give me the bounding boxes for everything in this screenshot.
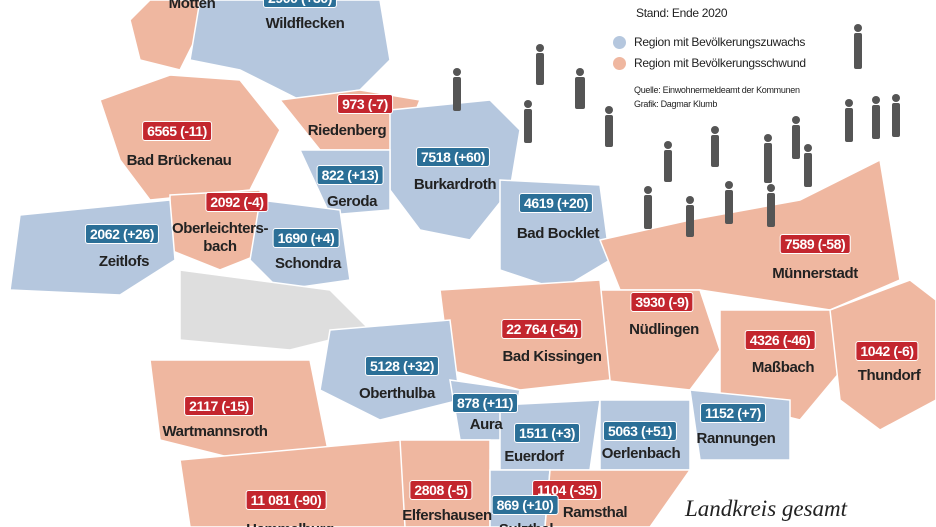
population-badge: 869 (+10) bbox=[491, 495, 559, 515]
region bbox=[689, 389, 791, 461]
region bbox=[179, 439, 411, 527]
region bbox=[598, 158, 901, 311]
population-badge: 7518 (+60) bbox=[415, 147, 491, 167]
place-name: Oberleichters- bach bbox=[171, 220, 269, 255]
population-badge: 822 (+13) bbox=[316, 165, 384, 185]
place-name: Elfershausen bbox=[402, 507, 492, 524]
region bbox=[129, 0, 201, 71]
place-name: Euerdorf bbox=[504, 448, 564, 465]
place-name: Bad Bocklet bbox=[516, 225, 600, 242]
legend-stand: Stand: Ende 2020 bbox=[636, 6, 728, 20]
population-badge: 1042 (-6) bbox=[855, 341, 919, 361]
place-name: Nüdlingen bbox=[629, 321, 699, 338]
place-name: Motten bbox=[168, 0, 216, 12]
region bbox=[9, 199, 176, 296]
population-badge: 1690 (+4) bbox=[272, 228, 340, 248]
population-badge: 2900 (+30) bbox=[262, 0, 338, 8]
place-name: Burkardroth bbox=[413, 176, 497, 193]
legend-swatch bbox=[613, 36, 626, 49]
place-name: Riedenberg bbox=[307, 122, 387, 139]
place-name: Hammelburg bbox=[246, 521, 334, 527]
place-name: Sulzthal bbox=[499, 521, 554, 527]
population-badge: 1511 (+3) bbox=[514, 423, 580, 443]
population-badge: 4326 (-46) bbox=[744, 330, 816, 350]
population-badge: 22 764 (-54) bbox=[501, 319, 583, 339]
population-badge: 2117 (-15) bbox=[184, 396, 254, 416]
population-badge: 6565 (-11) bbox=[142, 121, 212, 141]
place-name: Geroda bbox=[326, 193, 378, 210]
population-badge: 5063 (+51) bbox=[602, 421, 678, 441]
place-name: Oerlenbach bbox=[601, 445, 681, 462]
place-name: Zeitlofs bbox=[98, 253, 150, 270]
place-name: Aura bbox=[469, 416, 503, 433]
credit: Grafik: Dagmar Klumb bbox=[634, 99, 718, 109]
population-badge: 4619 (+20) bbox=[518, 193, 594, 213]
population-badge: 1152 (+7) bbox=[700, 403, 766, 423]
population-badge: 973 (-7) bbox=[337, 94, 393, 114]
population-badge: 2062 (+26) bbox=[84, 224, 160, 244]
people-figures bbox=[453, 24, 900, 237]
legend-label: Region mit Bevölkerungsschwund bbox=[634, 56, 806, 70]
place-name: Oberthulba bbox=[358, 385, 436, 402]
place-name: Bad Brückenau bbox=[126, 152, 232, 169]
legend-label: Region mit Bevölkerungszuwachs bbox=[634, 35, 806, 49]
population-badge: 878 (+11) bbox=[452, 393, 518, 413]
population-badge: 5128 (+32) bbox=[364, 356, 440, 376]
place-name: Rannungen bbox=[696, 430, 776, 447]
place-name: Schondra bbox=[275, 255, 341, 272]
place-name: Wartmannsroth bbox=[162, 423, 268, 440]
population-badge: 2808 (-5) bbox=[409, 480, 473, 500]
region bbox=[389, 99, 521, 241]
legend-swatch bbox=[613, 57, 626, 70]
population-badge: 11 081 (-90) bbox=[245, 490, 327, 510]
place-name: Maßbach bbox=[751, 359, 815, 376]
population-badge: 7589 (-58) bbox=[779, 234, 851, 254]
source: Quelle: Einwohnermeldeamt der Kommunen bbox=[634, 85, 800, 95]
place-name: Münnerstadt bbox=[772, 265, 858, 282]
population-badge: 3930 (-9) bbox=[630, 292, 694, 312]
place-name: Bad Kissingen bbox=[502, 348, 602, 365]
place-name: Wildflecken bbox=[265, 15, 345, 32]
total-label: Landkreis gesamt bbox=[685, 496, 848, 521]
population-badge: 2092 (-4) bbox=[205, 192, 269, 212]
place-name: Ramsthal bbox=[562, 504, 628, 521]
place-name: Thundorf bbox=[857, 367, 921, 384]
